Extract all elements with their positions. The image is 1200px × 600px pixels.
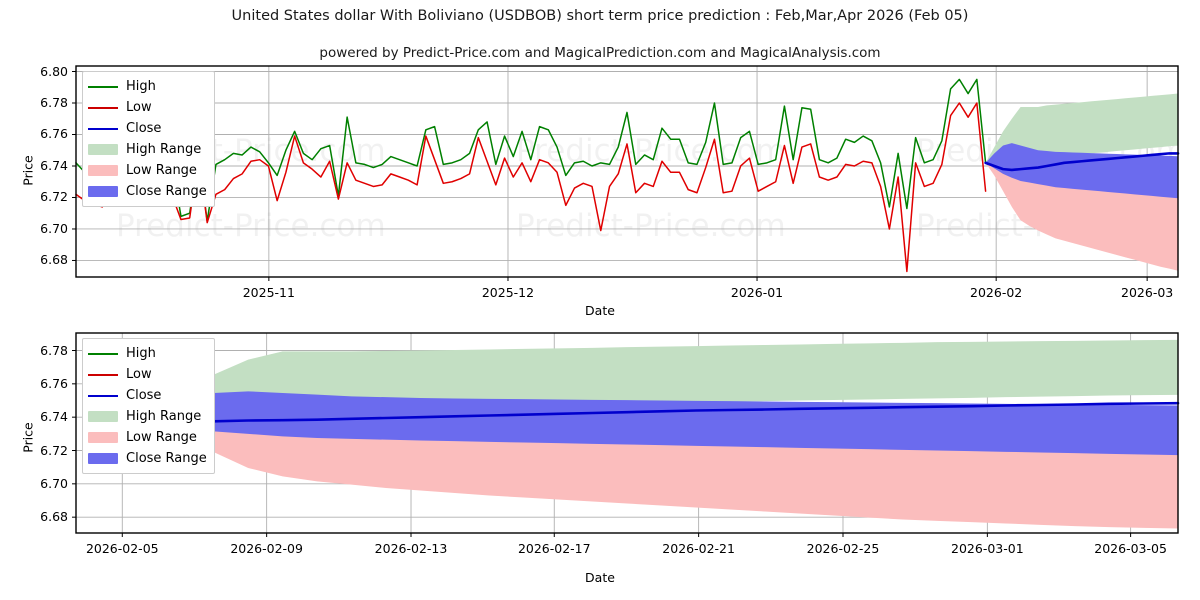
legend-item-label: Close Range [126, 451, 207, 466]
legend-swatch-line-icon [88, 102, 118, 114]
legend-swatch-line-icon [88, 123, 118, 135]
x-tick-label: 2026-02-05 [85, 541, 159, 556]
legend-item-close-range[interactable]: Close Range [88, 448, 207, 469]
legend-item-low-range[interactable]: Low Range [88, 427, 207, 448]
legend-item-high[interactable]: High [88, 343, 207, 364]
bottom-chart-x-axis-label: Date [585, 570, 615, 585]
legend-item-high-range[interactable]: High Range [88, 139, 207, 160]
legend-item-label: High [126, 79, 156, 94]
y-tick-label: 6.76 [40, 126, 68, 142]
legend-swatch-line-icon [88, 348, 118, 360]
legend-item-label: High [126, 346, 156, 361]
legend-swatch-patch-icon [88, 144, 118, 155]
legend-item-label: Low [126, 367, 152, 382]
x-tick-label: 2026-01 [730, 285, 784, 300]
legend-item-label: Low [126, 100, 152, 115]
page-subtitle: powered by Predict-Price.com and Magical… [319, 45, 881, 61]
legend-swatch-patch-icon [88, 411, 118, 422]
legend-item-label: High Range [126, 142, 202, 157]
legend-item-label: Close Range [126, 184, 207, 199]
legend-swatch-line-icon [88, 369, 118, 381]
legend-swatch-patch-icon [88, 453, 118, 464]
x-tick-label: 2026-02-09 [230, 541, 303, 556]
x-tick-label: 2026-02-21 [662, 541, 735, 556]
legend-swatch-line-icon [88, 81, 118, 93]
x-tick-label: 2026-02-17 [517, 541, 591, 556]
legend-item-label: Low Range [126, 163, 197, 178]
bottom-chart-panel: Price Predict-Price.comPredict-Price.com… [0, 320, 1200, 600]
legend-item-label: Close [126, 121, 162, 136]
y-tick-label: 6.78 [40, 342, 68, 358]
x-tick-label: 2026-03-05 [1094, 541, 1167, 556]
y-tick-label: 6.70 [40, 475, 68, 491]
y-tick-label: 6.72 [40, 442, 68, 458]
y-tick-label: 6.78 [40, 95, 68, 110]
page-title: United States dollar With Boliviano (USD… [231, 8, 969, 24]
legend-item-label: High Range [126, 409, 202, 424]
top-chart-svg: Predict-Price.com Predict-Price.com Predic… [72, 65, 1180, 281]
legend-item-close[interactable]: Close [88, 385, 207, 406]
svg-text:Predict-Price.com: Predict-Price.com [116, 208, 386, 244]
chart-legend: High Low Close High Range Low Range Close Ran… [82, 338, 215, 474]
legend-item-high[interactable]: High [88, 76, 207, 97]
top-chart-panel: Price Predict-Price.com Predict-Price.com… [21, 63, 1180, 318]
legend-item-high-range[interactable]: High Range [88, 406, 207, 427]
y-tick-label: 6.80 [40, 63, 68, 79]
svg-text:Predict-Price.com: Predict-Price.com [516, 133, 786, 169]
x-tick-label: 2026-02-13 [374, 541, 448, 556]
legend-item-close[interactable]: Close [88, 118, 207, 139]
legend-item-low-range[interactable]: Low Range [88, 160, 207, 181]
legend-swatch-patch-icon [88, 165, 118, 176]
y-tick-label: 6.70 [40, 220, 68, 236]
x-tick-label: 2025-12 [481, 285, 535, 300]
legend-item-low[interactable]: Low [88, 364, 207, 385]
x-tick-label: 2026-03-01 [951, 541, 1024, 556]
legend-item-label: Low Range [126, 430, 197, 445]
x-tick-label: 2026-03 [1121, 285, 1174, 300]
legend-item-low[interactable]: Low [88, 97, 207, 118]
y-tick-label: 6.74 [40, 157, 68, 173]
y-tick-label: 6.76 [40, 375, 68, 391]
y-tick-label: 6.68 [40, 509, 68, 525]
legend-swatch-patch-icon [88, 186, 118, 197]
x-tick-label: 2026-02-25 [806, 541, 880, 556]
x-tick-label: 2026-02 [970, 285, 1023, 300]
legend-swatch-patch-icon [88, 432, 118, 443]
svg-text:Predict-Price.com: Predict-Price.com [516, 208, 786, 244]
y-tick-label: 6.74 [40, 409, 68, 425]
y-tick-label: 6.72 [40, 189, 68, 205]
top-chart-x-axis-label: Date [585, 303, 615, 318]
legend-item-close-range[interactable]: Close Range [88, 181, 207, 202]
chart-legend: High Low Close High Range Low Range Close Ran… [82, 71, 215, 207]
legend-swatch-line-icon [88, 390, 118, 402]
x-tick-label: 2025-11 [242, 285, 295, 300]
legend-item-label: Close [126, 388, 162, 403]
y-tick-label: 6.68 [40, 252, 68, 268]
